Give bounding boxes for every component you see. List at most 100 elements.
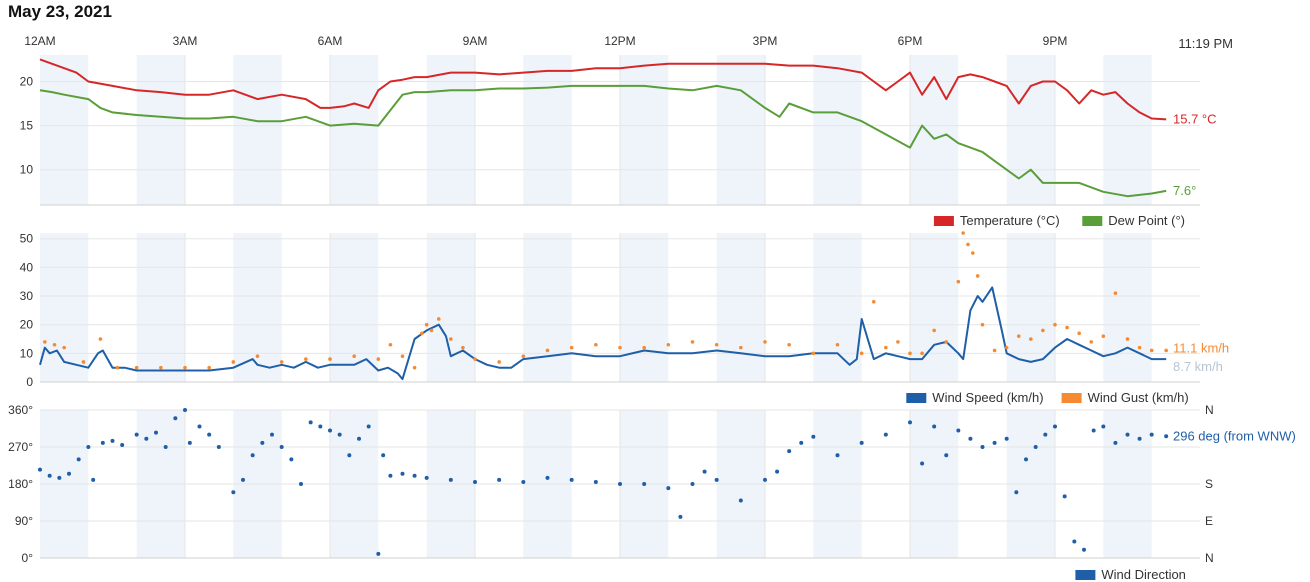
- data-point: [289, 457, 294, 462]
- data-point: [207, 432, 212, 437]
- data-point: [1041, 328, 1045, 333]
- data-point: [100, 440, 105, 445]
- data-point: [1043, 432, 1048, 437]
- data-point: [1125, 432, 1130, 437]
- data-point: [642, 345, 646, 350]
- data-point: [545, 475, 550, 480]
- legend-swatch: [906, 393, 927, 403]
- legend-label: Wind Gust (km/h): [1088, 390, 1189, 405]
- data-point: [835, 342, 840, 347]
- y-tick-label: 360°: [8, 403, 33, 417]
- data-point: [521, 479, 526, 484]
- hour-band: [910, 233, 959, 382]
- data-point: [424, 475, 429, 480]
- hour-band: [136, 55, 185, 205]
- hour-band: [136, 233, 185, 382]
- data-point: [1029, 337, 1033, 341]
- data-point: [388, 342, 393, 347]
- data-point: [896, 340, 900, 344]
- data-point: [154, 430, 158, 435]
- data-point: [1033, 445, 1038, 449]
- y-tick-label: 0°: [22, 551, 34, 565]
- data-point: [1082, 547, 1086, 552]
- time-tick-label: 12AM: [24, 34, 55, 48]
- data-point: [883, 432, 888, 437]
- hour-band: [330, 55, 379, 205]
- data-point: [1053, 322, 1057, 327]
- hour-band: [716, 233, 765, 382]
- data-point: [966, 242, 970, 247]
- data-point: [975, 274, 980, 278]
- data-point: [279, 445, 284, 449]
- hour-band: [813, 55, 862, 205]
- data-point: [352, 354, 356, 359]
- data-point: [98, 337, 103, 341]
- data-point: [1113, 291, 1118, 295]
- data-point: [811, 434, 816, 439]
- data-point: [197, 424, 202, 429]
- y-tick-label: 50: [20, 232, 34, 246]
- data-point: [299, 482, 303, 486]
- hour-band: [1006, 55, 1055, 205]
- data-point: [569, 477, 574, 482]
- data-point: [1004, 345, 1009, 350]
- data-point: [328, 357, 332, 361]
- y-tick-label: 0: [26, 375, 33, 389]
- data-point: [47, 473, 52, 478]
- time-tick-label: 12PM: [604, 34, 635, 48]
- data-point: [1014, 490, 1019, 495]
- y-tick-label: 10: [20, 346, 34, 360]
- data-point: [461, 345, 465, 350]
- data-point: [436, 317, 441, 321]
- legend-swatch: [1082, 216, 1103, 226]
- data-point: [992, 348, 997, 353]
- time-tick-label: 3AM: [173, 34, 198, 48]
- data-point: [429, 328, 434, 333]
- hour-band: [233, 233, 282, 382]
- data-point: [173, 416, 178, 421]
- time-tick-label: 9PM: [1043, 34, 1068, 48]
- data-point: [678, 514, 683, 519]
- data-point: [86, 445, 91, 449]
- y-tick-label: 30: [20, 289, 34, 303]
- data-point: [134, 432, 139, 437]
- data-point: [642, 482, 647, 486]
- data-point: [920, 461, 925, 466]
- data-point: [1137, 436, 1142, 441]
- data-point: [120, 442, 125, 447]
- data-point: [231, 360, 236, 364]
- data-point: [366, 424, 371, 429]
- legend-label: Wind Direction: [1101, 567, 1186, 582]
- data-point: [618, 482, 622, 486]
- hour-band: [910, 55, 959, 205]
- data-point: [163, 445, 168, 449]
- data-point: [216, 445, 221, 449]
- data-point: [347, 453, 352, 458]
- data-point: [944, 453, 949, 458]
- data-point: [835, 453, 840, 458]
- data-point: [400, 471, 405, 476]
- data-point: [714, 342, 719, 347]
- hour-band: [233, 55, 282, 205]
- data-point: [980, 445, 985, 449]
- data-point: [187, 440, 192, 445]
- data-point: [449, 337, 453, 341]
- data-point: [38, 467, 42, 472]
- data-point: [956, 279, 961, 284]
- data-point: [381, 453, 386, 458]
- data-point: [763, 477, 767, 482]
- data-point: [884, 345, 888, 350]
- data-point: [183, 408, 187, 412]
- page-title: May 23, 2021: [8, 2, 112, 21]
- data-point: [328, 428, 332, 433]
- data-point: [1062, 494, 1067, 499]
- data-point: [376, 551, 381, 556]
- time-tick-label: 9AM: [463, 34, 488, 48]
- data-point: [62, 345, 66, 350]
- y-tick-label: 180°: [8, 477, 33, 491]
- data-point: [1164, 434, 1169, 439]
- hour-band: [620, 233, 669, 382]
- data-point: [1004, 436, 1009, 441]
- series-line: [39, 58, 1167, 121]
- data-point: [1149, 348, 1154, 353]
